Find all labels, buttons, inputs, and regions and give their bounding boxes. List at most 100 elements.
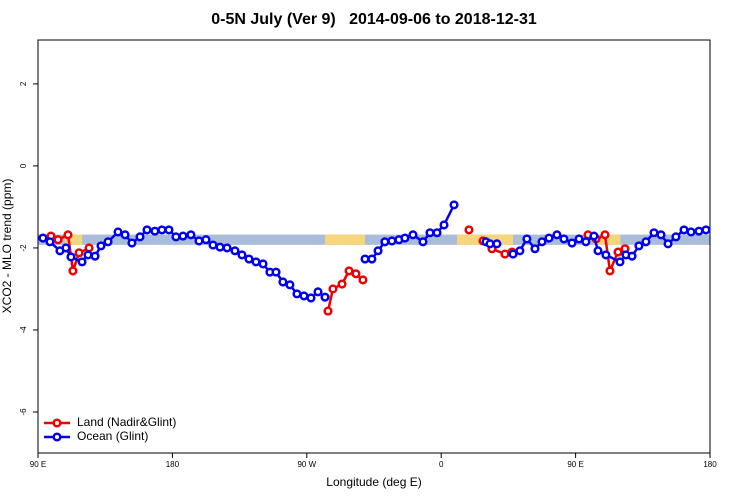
data-point	[686, 227, 696, 237]
data-point	[45, 237, 55, 247]
data-point	[271, 267, 281, 277]
x-tick-label: 180	[166, 460, 180, 469]
data-point	[432, 228, 442, 238]
data-point	[230, 246, 240, 256]
data-point	[605, 266, 615, 276]
land-highlight	[64, 234, 83, 245]
data-point	[68, 266, 78, 276]
data-point	[150, 226, 160, 236]
y-tick-label: -2	[19, 244, 28, 252]
data-point	[83, 250, 93, 260]
plot-frame	[37, 39, 711, 454]
data-point	[679, 225, 689, 235]
data-point	[142, 225, 152, 235]
data-point	[492, 239, 502, 249]
data-point	[515, 246, 525, 256]
data-point	[215, 242, 225, 252]
data-point	[135, 232, 145, 242]
data-point	[113, 227, 123, 237]
data-point	[53, 235, 63, 245]
data-point	[701, 225, 711, 235]
data-point	[344, 266, 354, 276]
data-point	[400, 233, 410, 243]
data-point	[601, 250, 611, 260]
x-tick-label: 0	[439, 460, 444, 469]
data-point	[84, 243, 94, 253]
data-point	[360, 254, 370, 264]
data-point	[178, 231, 188, 241]
legend-marker	[52, 418, 62, 428]
data-point	[164, 225, 174, 235]
data-point	[589, 231, 599, 241]
data-point	[380, 237, 390, 247]
x-axis-label: Longitude (deg E)	[326, 475, 421, 489]
data-point	[615, 257, 625, 267]
y-tick-label: 0	[19, 163, 28, 168]
data-point	[171, 232, 181, 242]
data-point	[627, 251, 637, 261]
data-point	[194, 236, 204, 246]
data-point	[61, 243, 71, 253]
data-point	[323, 306, 333, 316]
legend-item: Land (Nadir&Glint)	[44, 415, 176, 429]
data-point	[613, 247, 623, 257]
data-point	[559, 234, 569, 244]
data-point	[656, 230, 666, 240]
data-point	[278, 277, 288, 287]
data-point	[649, 228, 659, 238]
data-point	[299, 291, 309, 301]
data-point	[449, 200, 459, 210]
data-point	[418, 237, 428, 247]
data-point	[237, 250, 247, 260]
data-point	[120, 230, 130, 240]
data-point	[258, 259, 268, 269]
data-point	[222, 243, 232, 253]
data-point	[251, 257, 261, 267]
data-point	[425, 228, 435, 238]
x-tick-label: 90 E	[30, 460, 46, 469]
y-tick-label: 2	[19, 81, 28, 86]
data-point	[530, 244, 540, 254]
data-point	[328, 284, 338, 294]
data-point	[581, 237, 591, 247]
data-point	[508, 249, 518, 259]
data-point	[66, 252, 76, 262]
data-point	[593, 246, 603, 256]
x-tick-label: 90 W	[297, 460, 316, 469]
data-point	[320, 292, 330, 302]
data-point	[387, 236, 397, 246]
data-point	[694, 226, 704, 236]
data-point	[103, 237, 113, 247]
data-point	[313, 287, 323, 297]
land-highlight	[325, 234, 366, 245]
data-point	[292, 289, 302, 299]
data-point	[201, 235, 211, 245]
data-point	[367, 254, 377, 264]
legend-marker	[52, 432, 62, 442]
y-tick-label: -6	[19, 408, 28, 416]
data-point	[408, 230, 418, 240]
data-point	[552, 230, 562, 240]
data-point	[127, 238, 137, 248]
legend-label: Land (Nadir&Glint)	[77, 415, 176, 429]
data-point	[544, 233, 554, 243]
data-point	[522, 234, 532, 244]
data-point	[663, 239, 673, 249]
x-tick-label: 90 E	[567, 460, 583, 469]
data-point	[90, 251, 100, 261]
data-point	[567, 238, 577, 248]
data-point	[537, 237, 547, 247]
data-point	[641, 237, 651, 247]
data-point	[464, 225, 474, 235]
y-tick-label: -4	[19, 326, 28, 334]
data-point	[74, 248, 84, 258]
data-point	[306, 293, 316, 303]
data-point	[337, 279, 347, 289]
data-point	[358, 275, 368, 285]
data-point	[285, 280, 295, 290]
data-point	[485, 239, 495, 249]
legend-item: Ocean (Glint)	[44, 429, 148, 443]
land-highlight	[595, 234, 621, 245]
